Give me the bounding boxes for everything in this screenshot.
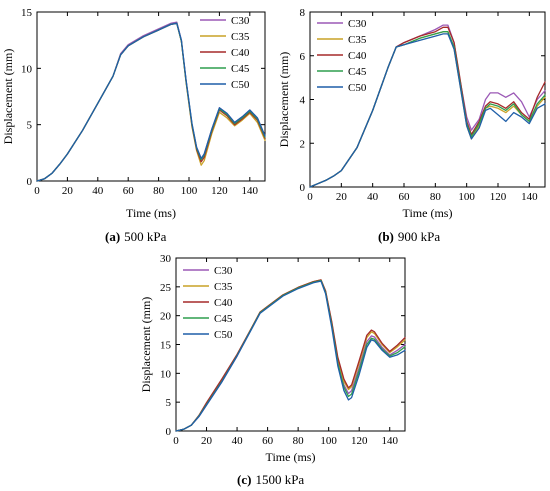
y-tick-label: 4: [300, 95, 306, 107]
x-tick-label: 140: [521, 191, 538, 203]
x-tick-label: 80: [430, 191, 442, 203]
y-axis-label: Displacement (mm): [277, 52, 291, 148]
x-tick-label: 120: [211, 185, 228, 197]
x-tick-label: 100: [181, 185, 198, 197]
x-tick-label: 60: [123, 185, 135, 197]
x-tick-label: 140: [242, 185, 259, 197]
legend-label: C40: [231, 47, 250, 59]
x-axis-label: Time (ms): [126, 206, 176, 220]
plot-frame: [36, 11, 266, 182]
y-tick-label: 5: [27, 120, 33, 132]
legend-label: C35: [348, 34, 367, 46]
y-tick-label: 6: [300, 51, 306, 63]
x-tick-label: 120: [351, 435, 368, 447]
x-axis-label: Time (ms): [403, 206, 453, 220]
y-tick-label: 30: [160, 253, 172, 265]
legend-label: C50: [214, 329, 233, 341]
y-tick-label: 0: [166, 426, 172, 438]
subfigure-caption: (b) 900 kPa: [378, 229, 440, 244]
y-tick-label: 25: [160, 282, 172, 294]
x-tick-label: 40: [92, 185, 104, 197]
legend-label: C50: [231, 79, 250, 91]
x-tick-label: 80: [293, 435, 305, 447]
chart-b: 0 20 40 60 80 100 120 140 0 2 4 6 8 C30 C35 C40 C45 C50 Ti…: [277, 7, 546, 244]
caption-text: 500 kPa: [124, 229, 166, 244]
y-tick-label: 15: [160, 340, 172, 352]
x-tick-label: 80: [153, 185, 165, 197]
subfigure-caption: (a) 500 kPa: [105, 229, 167, 244]
legend-label: C35: [214, 281, 233, 293]
x-tick-label: 100: [320, 435, 337, 447]
caption-text: 900 kPa: [398, 229, 440, 244]
legend-label: C40: [348, 50, 367, 62]
chart-c: 0 20 40 60 80 100 120 140051015202530C30C35C40C…: [139, 253, 406, 487]
caption-text: 1500 kPa: [255, 472, 304, 487]
x-tick-label: 40: [367, 191, 379, 203]
series-line-c30: [309, 24, 546, 188]
legend-label: C45: [348, 66, 367, 78]
y-axis-label: Displacement (mm): [1, 49, 15, 145]
x-tick-label: 60: [399, 191, 411, 203]
caption-tag: (b): [378, 229, 394, 244]
caption-tag: (c): [237, 472, 251, 487]
x-tick-label: 40: [232, 435, 244, 447]
subfigure-caption: (c) 1500 kPa: [237, 472, 304, 487]
series-line-c45: [175, 279, 406, 432]
x-axis-label: Time (ms): [266, 450, 316, 464]
legend-label: C30: [214, 265, 233, 277]
x-tick-label: 140: [381, 435, 398, 447]
y-tick-label: 10: [160, 368, 172, 380]
x-tick-label: 20: [201, 435, 213, 447]
x-tick-label: 0: [34, 185, 40, 197]
series-line-c50: [36, 22, 266, 182]
x-tick-label: 100: [458, 191, 475, 203]
y-tick-label: 0: [300, 182, 306, 194]
series-line-c30: [36, 21, 266, 182]
y-tick-label: 0: [27, 176, 33, 188]
x-tick-label: 60: [262, 435, 274, 447]
series-line-c30: [175, 279, 406, 432]
y-tick-label: 8: [300, 7, 306, 19]
x-tick-label: 20: [336, 191, 348, 203]
caption-tag: (a): [105, 229, 120, 244]
legend-label: C40: [214, 297, 233, 309]
y-tick-label: 10: [21, 63, 33, 75]
y-axis-label: Displacement (mm): [139, 297, 153, 393]
x-tick-label: 20: [62, 185, 74, 197]
series-line-c40: [175, 279, 406, 432]
legend-label: C50: [348, 82, 367, 94]
legend-label: C30: [231, 15, 250, 27]
legend: C30 C35 C40 C45 C50: [317, 18, 367, 94]
series-line-c50: [309, 33, 546, 188]
y-tick-label: 2: [300, 138, 306, 150]
legend: C30 C35 C40 C45 C50: [183, 265, 233, 341]
x-tick-label: 0: [173, 435, 179, 447]
legend: C30 C35 C40 C45 C50: [200, 15, 250, 91]
x-tick-label: 0: [307, 191, 313, 203]
chart-a: 0 20 40 60 80 100 120 140 0 5 10 15 C30 C35 C40 C45 C50 T…: [1, 7, 266, 244]
legend-label: C30: [348, 18, 367, 30]
y-tick-label: 15: [21, 7, 33, 19]
plot-frame: [175, 257, 406, 432]
legend-label: C45: [214, 313, 233, 325]
y-tick-label: 5: [166, 397, 172, 409]
x-tick-label: 120: [490, 191, 507, 203]
legend-label: C45: [231, 63, 250, 75]
legend-label: C35: [231, 31, 250, 43]
series-line-c35: [175, 279, 406, 432]
y-tick-label: 20: [160, 311, 172, 323]
series-line-c50: [175, 280, 406, 432]
